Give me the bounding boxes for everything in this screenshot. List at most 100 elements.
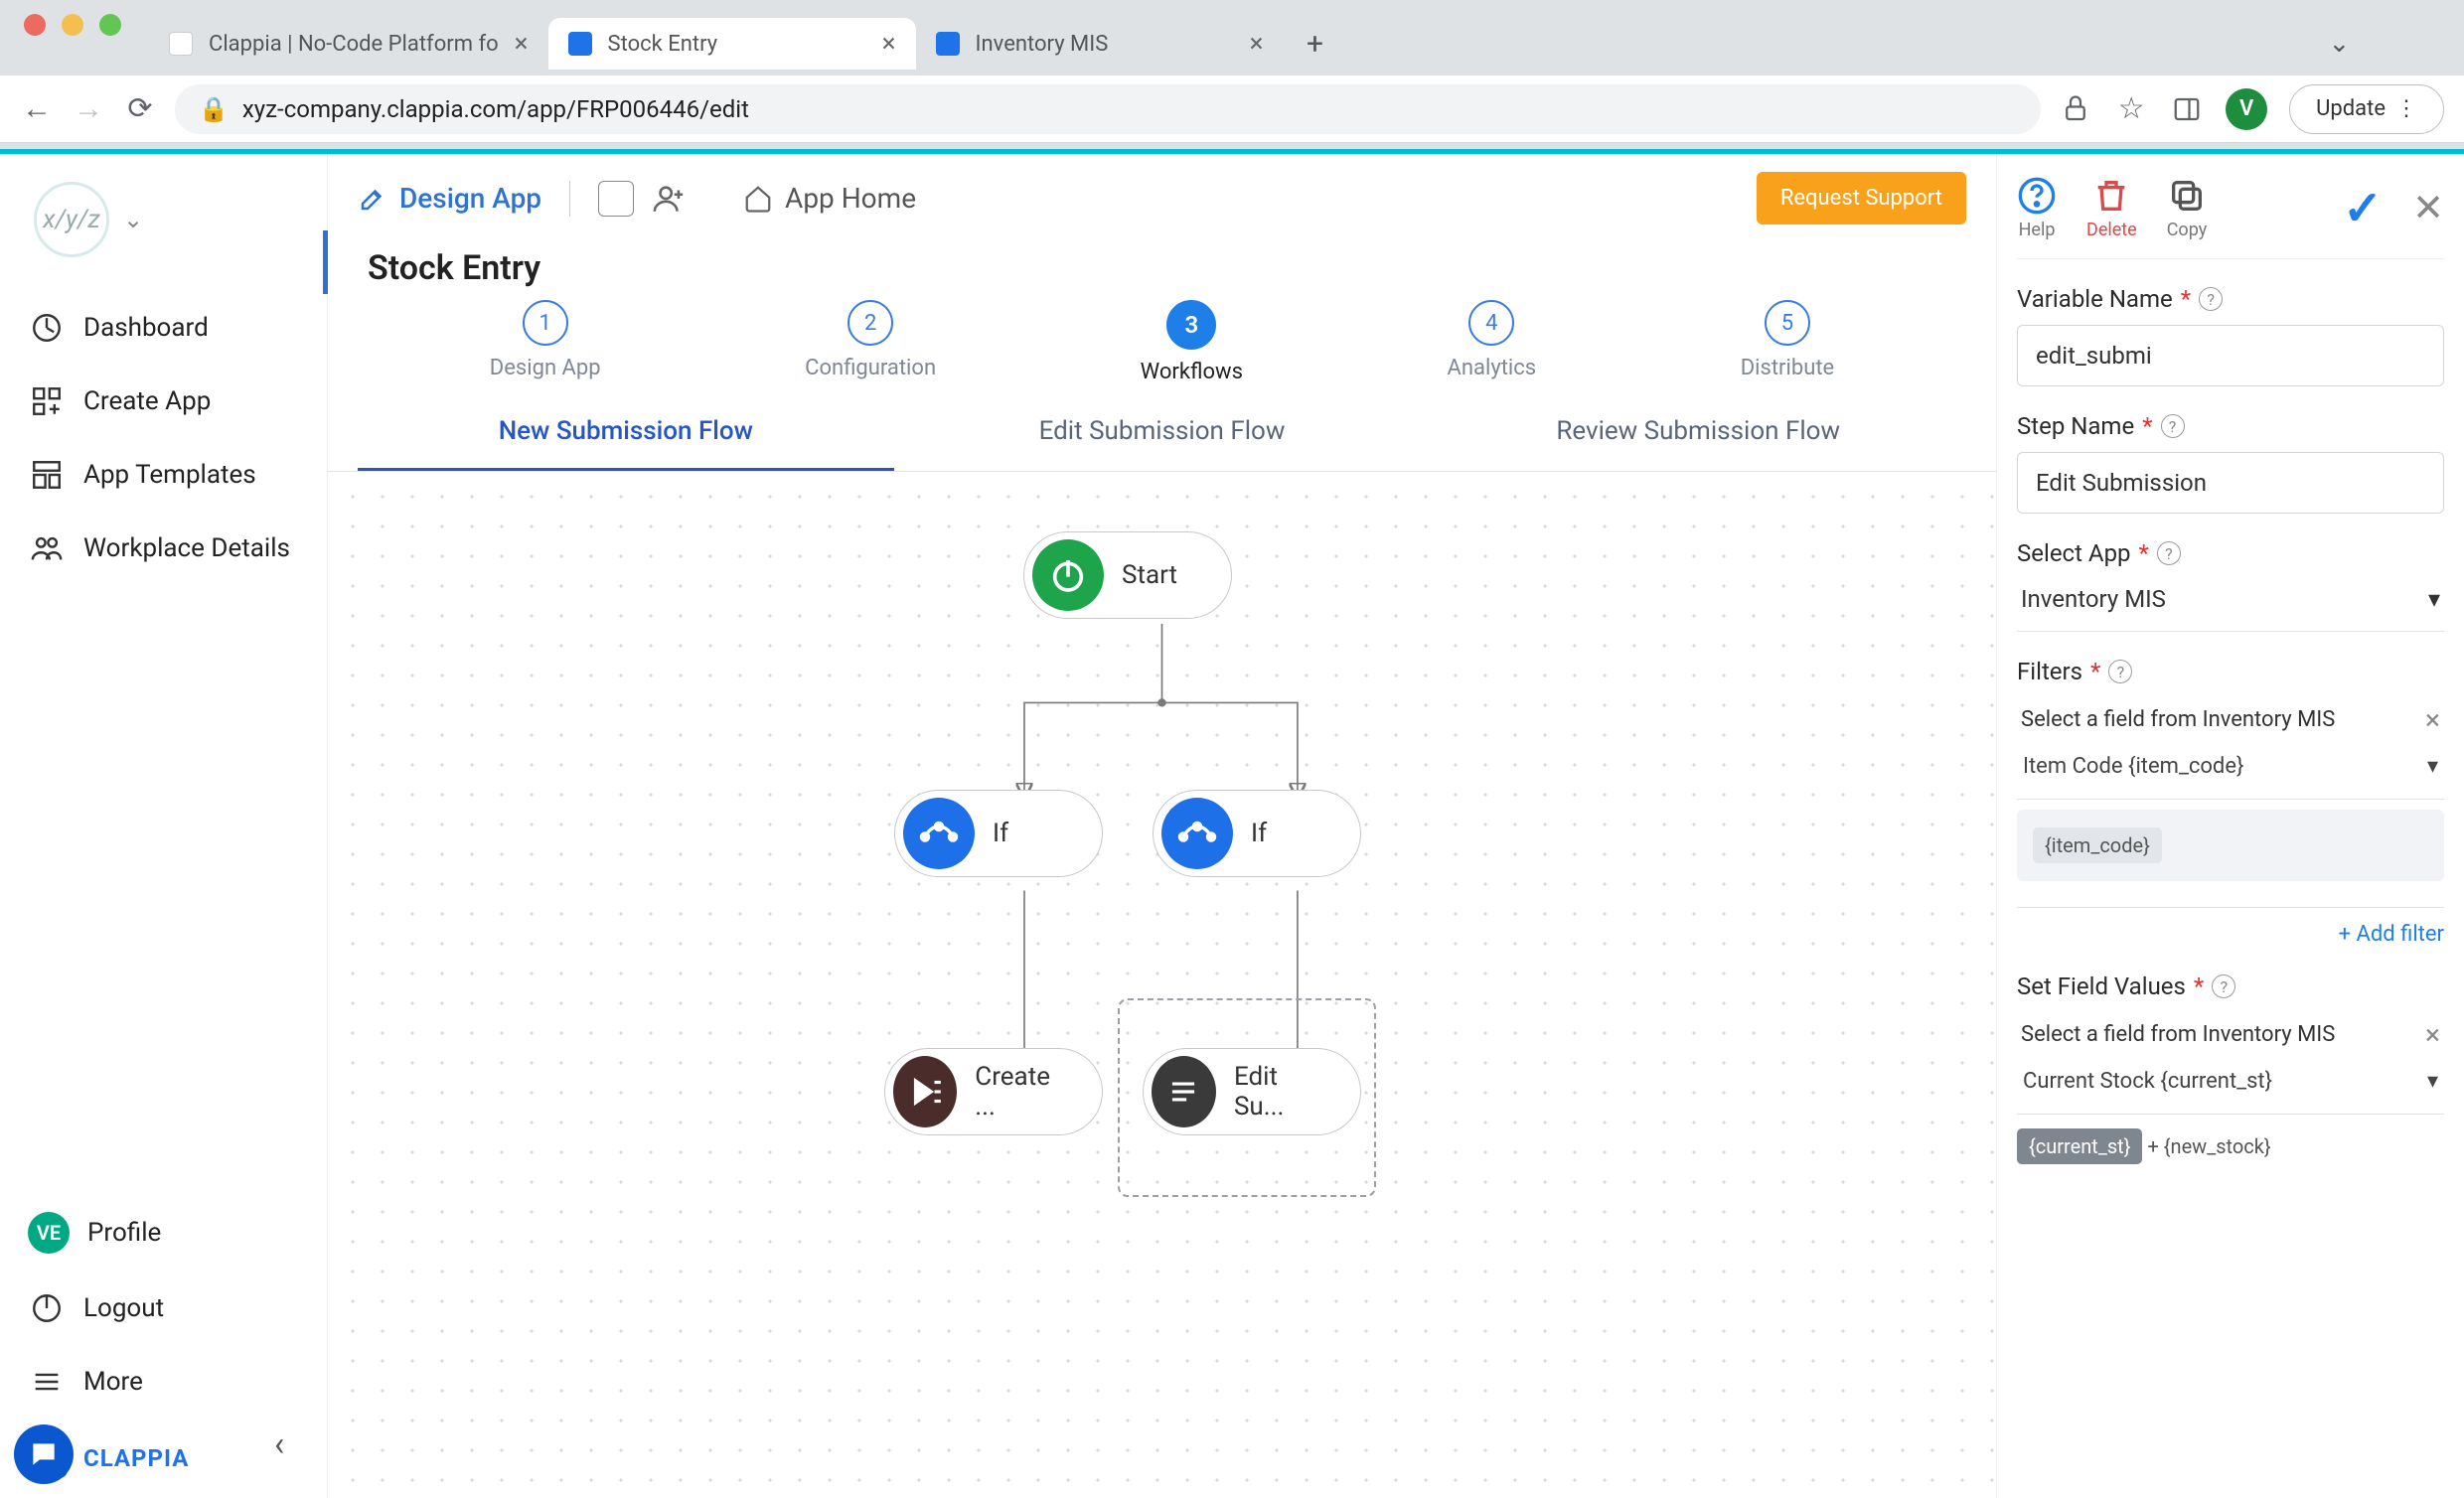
new-tab-button[interactable]: + bbox=[1296, 24, 1335, 64]
filter-value-box[interactable]: {item_code} bbox=[2017, 810, 2444, 881]
copy-button[interactable]: Copy bbox=[2167, 176, 2208, 240]
sidebar-item-label: Logout bbox=[83, 1293, 164, 1323]
reload-button[interactable]: ⟳ bbox=[123, 92, 157, 126]
workflow-node-start[interactable]: Start bbox=[1023, 531, 1232, 619]
tabs-overflow-icon[interactable]: ⌄ bbox=[2329, 29, 2351, 59]
condition-icon bbox=[1161, 798, 1233, 869]
add-user-icon[interactable] bbox=[652, 182, 686, 216]
update-button[interactable]: Update⋮ bbox=[2289, 84, 2444, 134]
logout-icon bbox=[30, 1291, 64, 1325]
minimize-dot[interactable] bbox=[62, 14, 83, 36]
step-analytics[interactable]: 4Analytics bbox=[1448, 300, 1537, 384]
workspace-logo[interactable]: x/y/z ⌄ bbox=[0, 168, 327, 291]
sidebar-item-label: Workplace Details bbox=[83, 533, 290, 563]
flow-tabs: New Submission Flow Edit Submission Flow… bbox=[328, 394, 1996, 472]
filters-hint: Select a field from Inventory MIS bbox=[2021, 707, 2335, 732]
request-support-button[interactable]: Request Support bbox=[1757, 172, 1966, 225]
remove-setfield-button[interactable]: × bbox=[2425, 1018, 2440, 1051]
workflow-node-if[interactable]: If bbox=[894, 790, 1103, 877]
device-preview-icon[interactable] bbox=[598, 181, 634, 217]
browser-tab[interactable]: Stock Entry × bbox=[548, 18, 916, 70]
setfield-field-dropdown[interactable]: Current Stock {current_st}▾ bbox=[2017, 1059, 2444, 1104]
sidebar-item-app-templates[interactable]: App Templates bbox=[0, 438, 327, 512]
left-sidebar: x/y/z ⌄ Dashboard Create App App Templat… bbox=[0, 154, 328, 1498]
setfield-hint: Select a field from Inventory MIS bbox=[2021, 1022, 2335, 1047]
step-distribute[interactable]: 5Distribute bbox=[1741, 300, 1835, 384]
tab-new-submission-flow[interactable]: New Submission Flow bbox=[358, 394, 894, 471]
close-dot[interactable] bbox=[24, 14, 46, 36]
chat-launcher[interactable] bbox=[14, 1424, 74, 1484]
chevron-down-icon: ▾ bbox=[2428, 585, 2440, 613]
sidebar-item-label: More bbox=[83, 1367, 143, 1397]
setfield-pill[interactable]: {current_st} bbox=[2017, 1128, 2142, 1164]
sidebar-item-logout[interactable]: Logout bbox=[0, 1272, 327, 1345]
tab-close-icon[interactable]: × bbox=[515, 29, 529, 59]
step-workflows[interactable]: 3Workflows bbox=[1141, 300, 1243, 384]
step-name-input[interactable] bbox=[2017, 452, 2444, 514]
browser-tab[interactable]: Inventory MIS × bbox=[916, 18, 1284, 70]
workflow-canvas[interactable]: Start If If Create ... bbox=[328, 472, 1996, 1498]
step-configuration[interactable]: 2Configuration bbox=[805, 300, 936, 384]
trash-icon bbox=[2091, 176, 2131, 216]
collapse-sidebar-button[interactable]: ‹ bbox=[274, 1424, 284, 1464]
remove-filter-button[interactable]: × bbox=[2425, 703, 2440, 736]
app-home-link[interactable]: App Home bbox=[743, 182, 916, 215]
help-icon[interactable]: ? bbox=[2157, 541, 2181, 565]
home-icon bbox=[743, 184, 773, 214]
bookmark-icon[interactable]: ☆ bbox=[2114, 92, 2148, 126]
workflow-node-if[interactable]: If bbox=[1153, 790, 1361, 877]
delete-button[interactable]: Delete bbox=[2086, 176, 2137, 240]
node-label: Edit Su... bbox=[1234, 1062, 1324, 1122]
field-step-name: Step Name*? bbox=[2017, 412, 2444, 514]
step-design-app[interactable]: 1Design App bbox=[490, 300, 601, 384]
design-app-link[interactable]: Design App bbox=[358, 182, 541, 215]
tab-review-submission-flow[interactable]: Review Submission Flow bbox=[1430, 394, 1966, 471]
maximize-dot[interactable] bbox=[99, 14, 121, 36]
tab-edit-submission-flow[interactable]: Edit Submission Flow bbox=[894, 394, 1431, 471]
sidebar-item-more[interactable]: More bbox=[0, 1345, 327, 1419]
url-text: xyz-company.clappia.com/app/FRP006446/ed… bbox=[242, 95, 749, 123]
help-icon[interactable]: ? bbox=[2161, 414, 2185, 438]
help-button[interactable]: Help bbox=[2017, 176, 2057, 240]
app-root: x/y/z ⌄ Dashboard Create App App Templat… bbox=[0, 149, 2464, 1498]
dashboard-icon bbox=[30, 311, 64, 345]
select-app-dropdown[interactable]: Inventory MIS▾ bbox=[2017, 577, 2444, 621]
tab-close-icon[interactable]: × bbox=[1250, 29, 1264, 59]
sidebar-item-label: Profile bbox=[87, 1218, 161, 1248]
node-label: If bbox=[1251, 819, 1267, 848]
sidebar-item-profile[interactable]: VE Profile bbox=[0, 1194, 327, 1272]
app-topbar: Design App App Home Request Support bbox=[328, 154, 1996, 230]
back-button[interactable]: ← bbox=[20, 92, 54, 126]
power-icon bbox=[1032, 539, 1104, 611]
brand-name: CLAPPIA bbox=[83, 1444, 189, 1472]
field-variable-name: Variable Name*? bbox=[2017, 285, 2444, 386]
browser-tab[interactable]: Clappia | No-Code Platform fo × bbox=[149, 18, 548, 70]
templates-icon bbox=[30, 458, 64, 492]
sidebar-item-create-app[interactable]: Create App bbox=[0, 365, 327, 438]
node-label: Start bbox=[1122, 560, 1177, 590]
confirm-button[interactable]: ✓ bbox=[2343, 180, 2383, 236]
add-filter-link[interactable]: + Add filter bbox=[2017, 922, 2444, 947]
help-icon[interactable]: ? bbox=[2199, 287, 2223, 311]
close-panel-button[interactable]: ✕ bbox=[2412, 186, 2444, 230]
share-icon[interactable] bbox=[2059, 92, 2092, 126]
chevron-down-icon: ▾ bbox=[2427, 1069, 2438, 1094]
tab-close-icon[interactable]: × bbox=[882, 29, 896, 59]
tab-title: Inventory MIS bbox=[976, 32, 1109, 57]
node-label: If bbox=[993, 819, 1008, 848]
help-icon[interactable]: ? bbox=[2108, 660, 2132, 683]
filter-pill[interactable]: {item_code} bbox=[2033, 827, 2162, 863]
help-icon[interactable]: ? bbox=[2212, 974, 2235, 998]
url-bar[interactable]: 🔒 xyz-company.clappia.com/app/FRP006446/… bbox=[175, 84, 2041, 134]
filter-field-dropdown[interactable]: Item Code {item_code}▾ bbox=[2017, 744, 2444, 789]
sidebar-item-label: App Templates bbox=[83, 460, 256, 490]
chevron-down-icon: ⌄ bbox=[123, 206, 143, 233]
profile-avatar[interactable]: V bbox=[2226, 88, 2267, 130]
workflow-node-create[interactable]: Create ... bbox=[884, 1048, 1103, 1135]
variable-name-input[interactable] bbox=[2017, 325, 2444, 386]
sidebar-item-dashboard[interactable]: Dashboard bbox=[0, 291, 327, 365]
sidebar-item-workplace-details[interactable]: Workplace Details bbox=[0, 512, 327, 585]
forward-button[interactable]: → bbox=[72, 92, 105, 126]
workflow-node-edit[interactable]: Edit Su... bbox=[1143, 1048, 1361, 1135]
panel-icon[interactable] bbox=[2170, 92, 2204, 126]
